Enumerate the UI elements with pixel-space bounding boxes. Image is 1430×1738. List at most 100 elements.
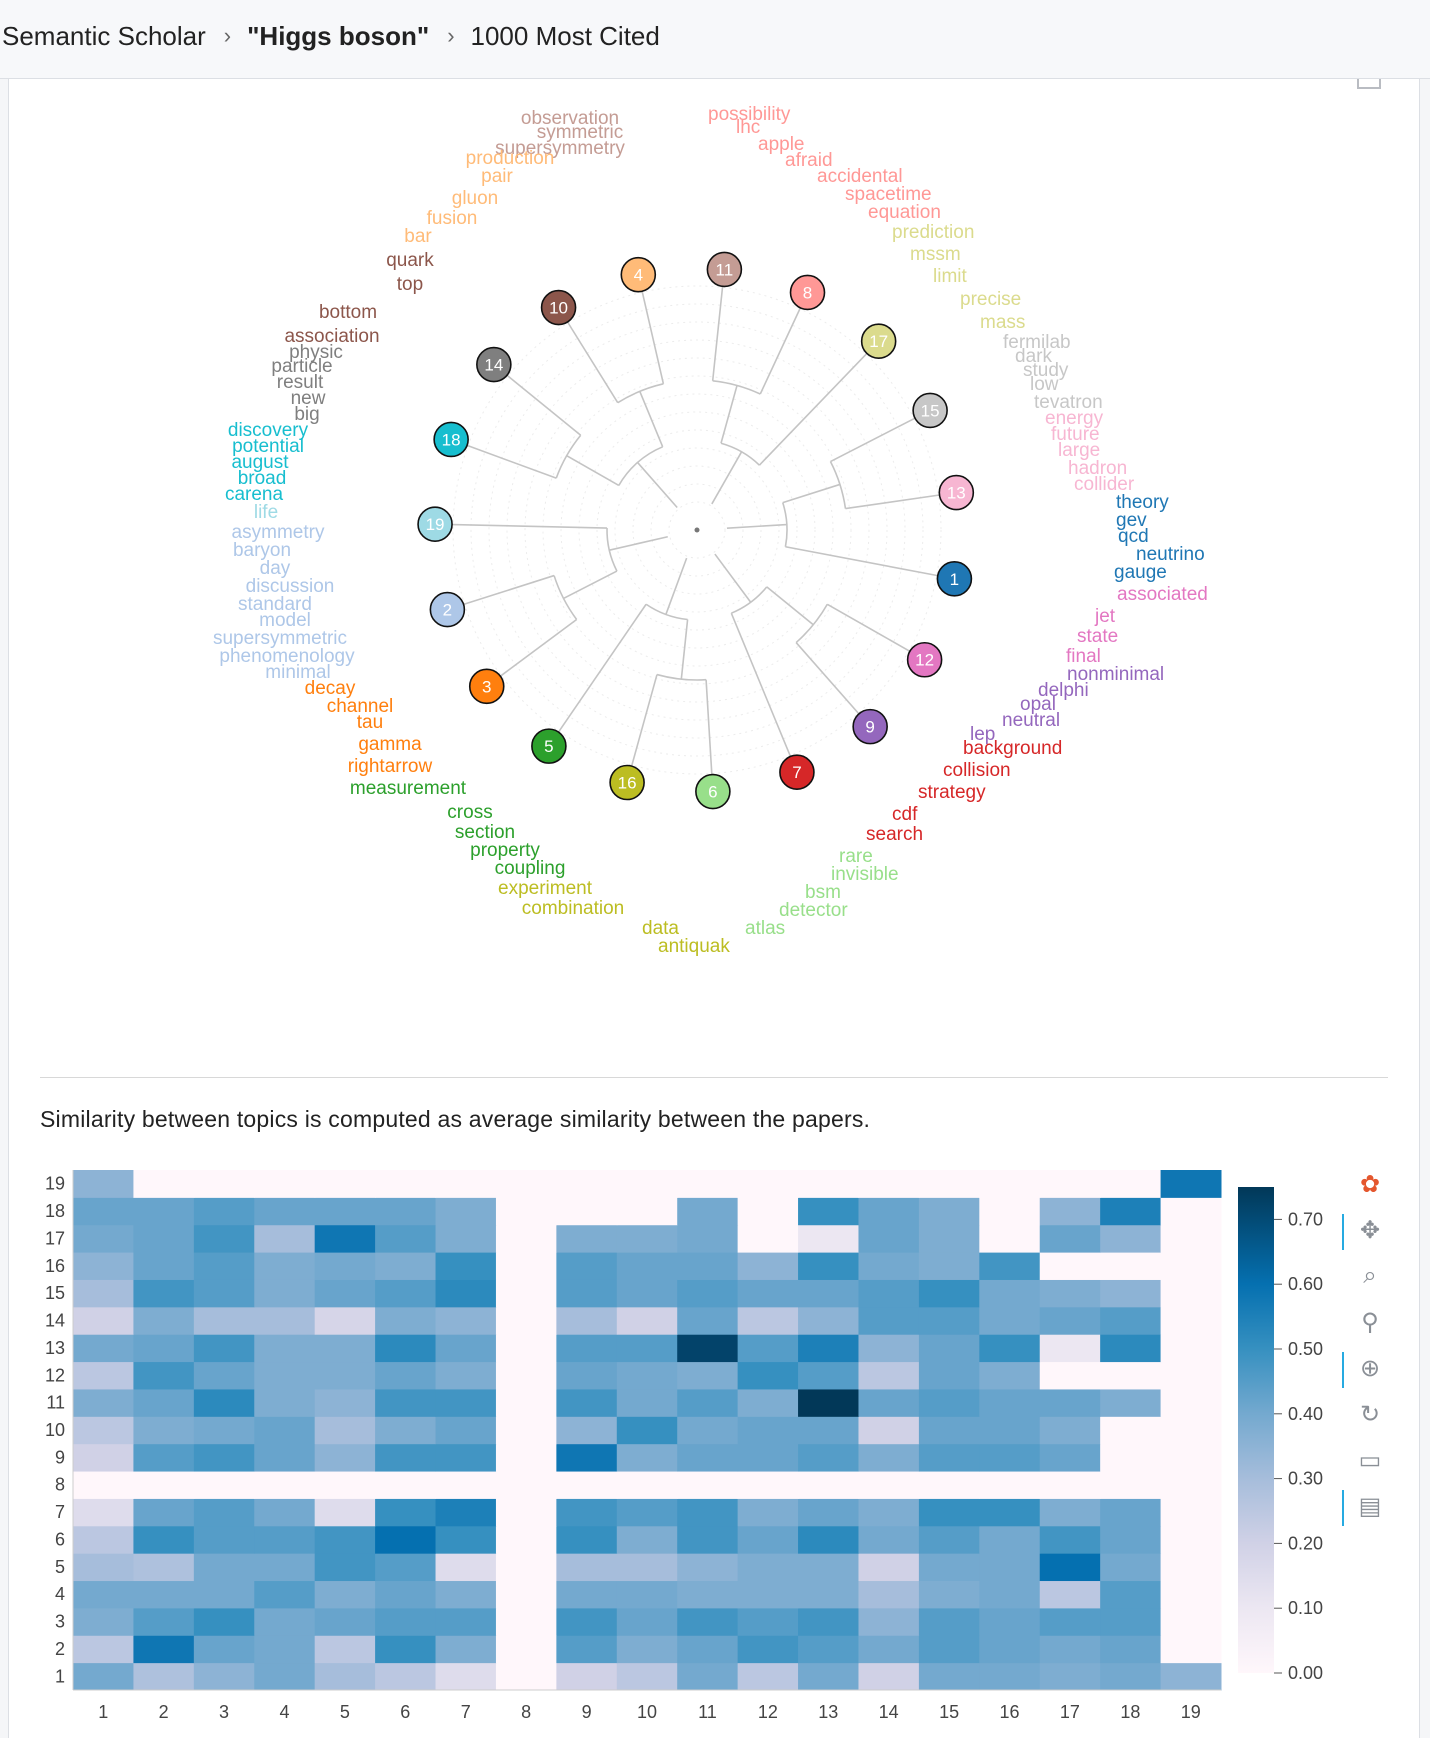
heatmap-cell[interactable]	[1039, 1279, 1101, 1308]
heatmap-cell[interactable]	[677, 1170, 739, 1198]
heatmap-cell[interactable]	[193, 1662, 255, 1691]
heatmap-cell[interactable]	[918, 1416, 980, 1445]
heatmap-cell[interactable]	[193, 1635, 255, 1664]
heatmap-cell[interactable]	[1100, 1498, 1162, 1527]
heatmap-cell[interactable]	[133, 1635, 195, 1664]
heatmap-cell[interactable]	[979, 1471, 1041, 1499]
topic-node-11[interactable]: 11	[706, 251, 743, 288]
heatmap-cell[interactable]	[798, 1388, 859, 1417]
heatmap-cell[interactable]	[858, 1498, 920, 1527]
heatmap-cell[interactable]	[1100, 1416, 1162, 1445]
heatmap-cell[interactable]	[616, 1306, 678, 1335]
heatmap-cell[interactable]	[1100, 1224, 1162, 1253]
heatmap-cell[interactable]	[375, 1553, 437, 1582]
heatmap-cell[interactable]	[1100, 1388, 1162, 1417]
heatmap-cell[interactable]	[677, 1580, 739, 1609]
heatmap-cell[interactable]	[798, 1170, 859, 1198]
heatmap-cell[interactable]	[495, 1607, 557, 1636]
heatmap-cell[interactable]	[435, 1388, 497, 1417]
heatmap-cell[interactable]	[314, 1361, 376, 1390]
heatmap-cell[interactable]	[314, 1224, 376, 1253]
heatmap-cell[interactable]	[73, 1279, 134, 1308]
heatmap-cell[interactable]	[979, 1553, 1041, 1582]
heatmap-cell[interactable]	[314, 1279, 376, 1308]
heatmap-cell[interactable]	[616, 1388, 678, 1417]
heatmap-cell[interactable]	[193, 1252, 255, 1280]
heatmap-cell[interactable]	[737, 1252, 799, 1280]
heatmap-cell[interactable]	[556, 1498, 618, 1527]
heatmap-cell[interactable]	[73, 1635, 134, 1664]
heatmap-cell[interactable]	[979, 1662, 1041, 1691]
heatmap-cell[interactable]	[1039, 1306, 1101, 1335]
heatmap-cell[interactable]	[737, 1580, 799, 1609]
heatmap-cell[interactable]	[133, 1416, 195, 1445]
heatmap-cell[interactable]	[918, 1224, 980, 1253]
heatmap-cell[interactable]	[495, 1580, 557, 1609]
heatmap-cell[interactable]	[133, 1525, 195, 1554]
heatmap-cell[interactable]	[133, 1170, 195, 1198]
topic-node-15[interactable]: 15	[912, 392, 948, 429]
heatmap-cell[interactable]	[1039, 1443, 1101, 1472]
bokeh-logo-icon[interactable]: ✿	[1359, 1170, 1381, 1198]
heatmap-cell[interactable]	[737, 1443, 799, 1472]
heatmap-cell[interactable]	[677, 1334, 739, 1363]
heatmap-cell[interactable]	[677, 1471, 739, 1499]
heatmap-cell[interactable]	[737, 1197, 799, 1226]
heatmap-cell[interactable]	[556, 1635, 618, 1664]
heatmap-cell[interactable]	[375, 1635, 437, 1664]
heatmap-cell[interactable]	[737, 1635, 799, 1664]
heatmap-cell[interactable]	[1160, 1361, 1222, 1390]
heatmap-cell[interactable]	[737, 1388, 799, 1417]
heatmap-cell[interactable]	[495, 1443, 557, 1472]
heatmap-cell[interactable]	[1100, 1334, 1162, 1363]
heatmap-cell[interactable]	[918, 1361, 980, 1390]
heatmap-cell[interactable]	[677, 1443, 739, 1472]
heatmap-cell[interactable]	[73, 1361, 134, 1390]
topic-node-8[interactable]: 8	[789, 274, 826, 311]
heatmap-cell[interactable]	[616, 1607, 678, 1636]
heatmap-cell[interactable]	[556, 1443, 618, 1472]
heatmap-cell[interactable]	[918, 1443, 980, 1472]
topic-node-3[interactable]: 3	[468, 668, 505, 705]
heatmap-cell[interactable]	[193, 1279, 255, 1308]
heatmap-cell[interactable]	[798, 1416, 859, 1445]
heatmap-cell[interactable]	[737, 1361, 799, 1390]
heatmap-cell[interactable]	[193, 1443, 255, 1472]
heatmap-cell[interactable]	[556, 1416, 618, 1445]
heatmap-cell[interactable]	[979, 1224, 1041, 1253]
heatmap-cell[interactable]	[314, 1471, 376, 1499]
heatmap-cell[interactable]	[1100, 1553, 1162, 1582]
heatmap-cell[interactable]	[1100, 1525, 1162, 1554]
heatmap-cell[interactable]	[556, 1580, 618, 1609]
heatmap-cell[interactable]	[435, 1252, 497, 1280]
heatmap-cell[interactable]	[435, 1443, 497, 1472]
heatmap-cell[interactable]	[858, 1252, 920, 1280]
heatmap-cell[interactable]	[254, 1197, 316, 1226]
topic-node-9[interactable]: 9	[852, 708, 888, 745]
heatmap-cell[interactable]	[1160, 1252, 1222, 1280]
heatmap-cell[interactable]	[677, 1635, 739, 1664]
heatmap-cell[interactable]	[435, 1498, 497, 1527]
heatmap-cell[interactable]	[677, 1224, 739, 1253]
heatmap-cell[interactable]	[73, 1580, 134, 1609]
heatmap-cell[interactable]	[375, 1416, 437, 1445]
heatmap-cell[interactable]	[133, 1471, 195, 1499]
heatmap-cell[interactable]	[556, 1662, 618, 1691]
heatmap-cell[interactable]	[556, 1224, 618, 1253]
heatmap-cell[interactable]	[73, 1553, 134, 1582]
topic-node-2[interactable]: 2	[429, 591, 466, 628]
heatmap-cell[interactable]	[435, 1471, 497, 1499]
heatmap-cell[interactable]	[918, 1197, 980, 1226]
heatmap-cell[interactable]	[798, 1635, 859, 1664]
heatmap-cell[interactable]	[375, 1443, 437, 1472]
heatmap-cell[interactable]	[616, 1635, 678, 1664]
heatmap-cell[interactable]	[616, 1471, 678, 1499]
heatmap-cell[interactable]	[677, 1197, 739, 1226]
heatmap-cell[interactable]	[1100, 1306, 1162, 1335]
heatmap-cell[interactable]	[254, 1361, 316, 1390]
heatmap-cell[interactable]	[1039, 1416, 1101, 1445]
heatmap-cell[interactable]	[1039, 1580, 1101, 1609]
heatmap-cell[interactable]	[1100, 1580, 1162, 1609]
heatmap-cell[interactable]	[616, 1662, 678, 1691]
heatmap-cell[interactable]	[314, 1197, 376, 1226]
